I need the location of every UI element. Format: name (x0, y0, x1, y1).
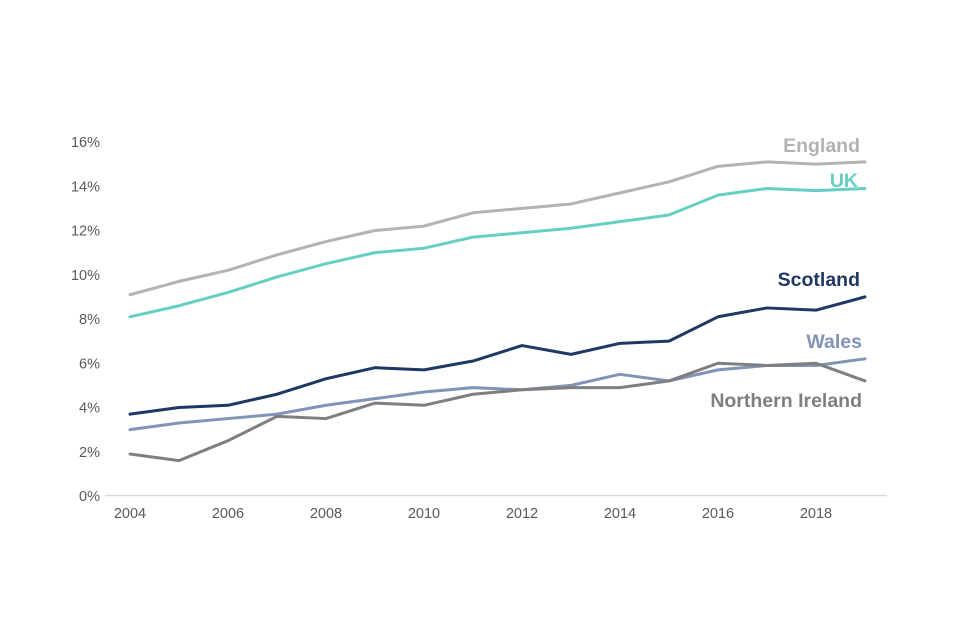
series-label-england: England (783, 135, 860, 157)
series-line-scotland (128, 295, 867, 416)
x-tick-label-2012: 2012 (506, 506, 538, 522)
y-tick-label-14pct: 14% (71, 179, 100, 195)
x-tick-label-2004: 2004 (114, 506, 146, 522)
x-tick-label-2018: 2018 (800, 506, 832, 522)
x-tick-label-2014: 2014 (604, 506, 636, 522)
y-tick-label-12pct: 12% (71, 224, 100, 240)
x-tick-label-2008: 2008 (310, 506, 342, 522)
y-tick-label-16pct: 16% (71, 135, 100, 151)
series-line-northern-ireland (128, 361, 867, 463)
y-tick-label-4pct: 4% (79, 401, 100, 417)
series-label-northern-ireland: Northern Ireland (710, 390, 862, 412)
x-tick-label-2016: 2016 (702, 506, 734, 522)
series-label-uk: UK (830, 170, 858, 192)
series-label-wales: Wales (806, 331, 862, 353)
series-label-scotland: Scotland (778, 269, 860, 291)
y-tick-label-8pct: 8% (79, 312, 100, 328)
y-tick-label-10pct: 10% (71, 268, 100, 284)
x-tick-label-2006: 2006 (212, 506, 244, 522)
y-tick-label-0pct: 0% (79, 489, 100, 505)
series-line-uk (128, 186, 867, 319)
x-tick-label-2010: 2010 (408, 506, 440, 522)
series-line-england (128, 160, 867, 297)
y-tick-label-2pct: 2% (79, 445, 100, 461)
y-tick-label-6pct: 6% (79, 356, 100, 372)
series-line-wales (128, 357, 867, 432)
